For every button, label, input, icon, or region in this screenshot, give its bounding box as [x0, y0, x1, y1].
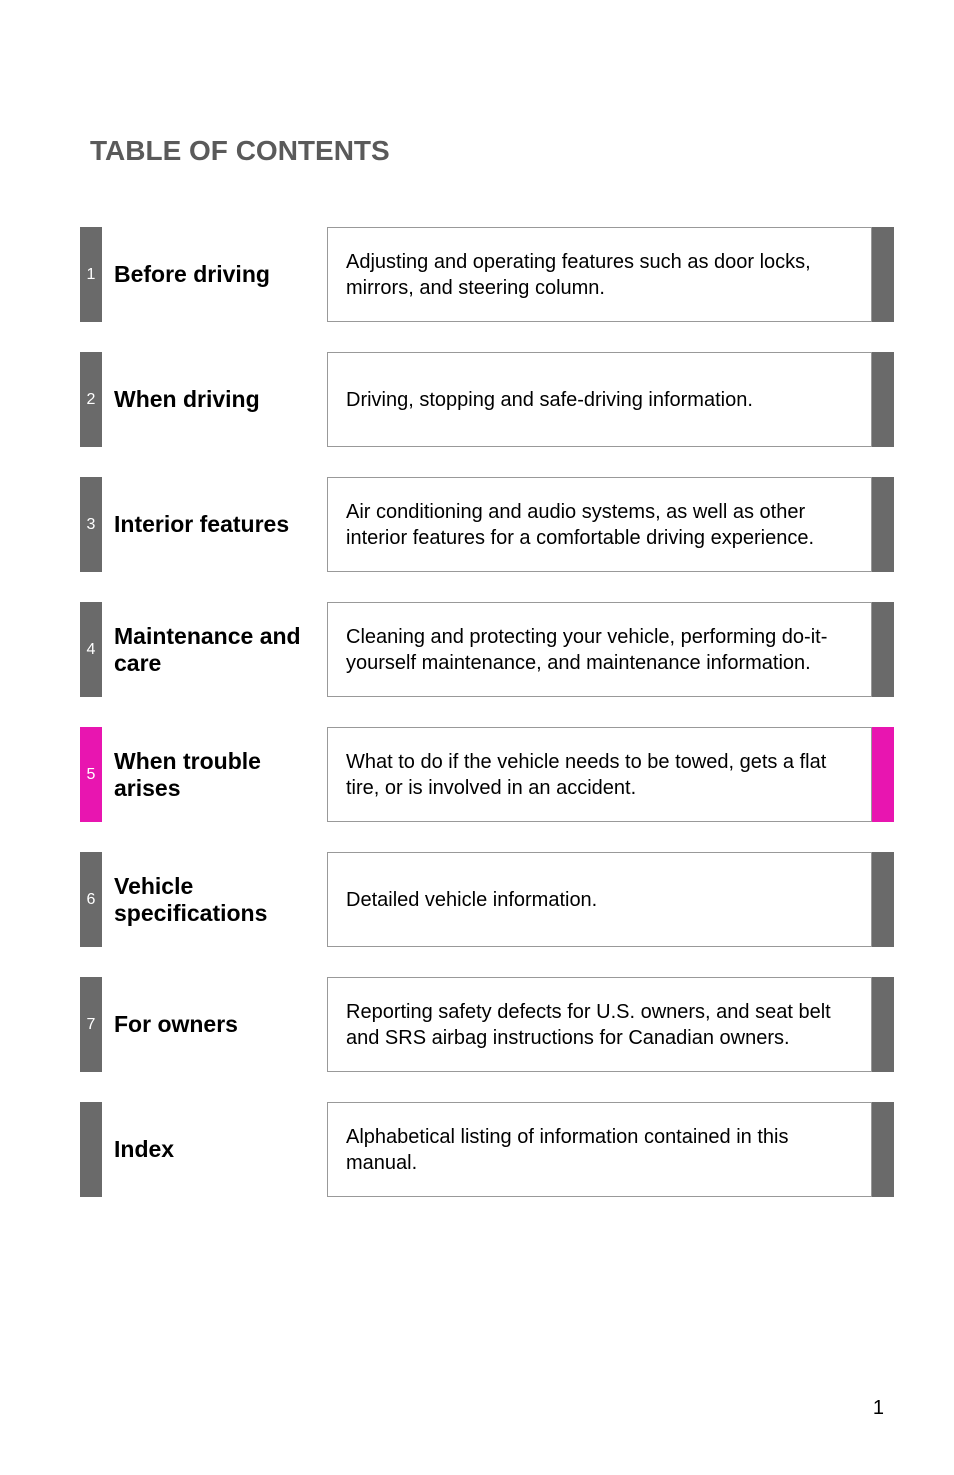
chapter-title: Before driving: [102, 227, 327, 322]
toc-entry: 4 Maintenance and care Cleaning and prot…: [80, 602, 894, 697]
right-tab: [872, 477, 894, 572]
chapter-description: Adjusting and operating features such as…: [327, 227, 872, 322]
chapter-tab: 4: [80, 602, 102, 697]
chapter-tab: 6: [80, 852, 102, 947]
chapter-tab: 2: [80, 352, 102, 447]
chapter-title: When driving: [102, 352, 327, 447]
chapter-title: Maintenance and care: [102, 602, 327, 697]
chapter-tab: 1: [80, 227, 102, 322]
chapter-description: Cleaning and protecting your vehicle, pe…: [327, 602, 872, 697]
chapter-title: Index: [102, 1102, 327, 1197]
chapter-description: Air conditioning and audio systems, as w…: [327, 477, 872, 572]
chapter-description: Reporting safety defects for U.S. owners…: [327, 977, 872, 1072]
right-tab: [872, 852, 894, 947]
toc-entry: 7 For owners Reporting safety defects fo…: [80, 977, 894, 1072]
toc-entry: 1 Before driving Adjusting and operating…: [80, 227, 894, 322]
toc-entry: 3 Interior features Air conditioning and…: [80, 477, 894, 572]
chapter-description: What to do if the vehicle needs to be to…: [327, 727, 872, 822]
toc-entry: 2 When driving Driving, stopping and saf…: [80, 352, 894, 447]
right-tab: [872, 602, 894, 697]
chapter-description: Detailed vehicle information.: [327, 852, 872, 947]
chapter-description: Driving, stopping and safe-driving infor…: [327, 352, 872, 447]
chapter-description: Alphabetical listing of information cont…: [327, 1102, 872, 1197]
right-tab: [872, 352, 894, 447]
right-tab: [872, 227, 894, 322]
chapter-tab: 5: [80, 727, 102, 822]
right-tab: [872, 977, 894, 1072]
page-title: TABLE OF CONTENTS: [90, 135, 894, 167]
chapter-title: Interior features: [102, 477, 327, 572]
chapter-tab: 3: [80, 477, 102, 572]
page-container: TABLE OF CONTENTS 1 Before driving Adjus…: [0, 0, 954, 1257]
toc-entry: Index Alphabetical listing of informatio…: [80, 1102, 894, 1197]
chapter-tab: 7: [80, 977, 102, 1072]
right-tab: [872, 727, 894, 822]
toc-entry: 5 When trouble arises What to do if the …: [80, 727, 894, 822]
chapter-title: When trouble arises: [102, 727, 327, 822]
right-tab: [872, 1102, 894, 1197]
chapter-tab: [80, 1102, 102, 1197]
chapter-title: Vehicle specifications: [102, 852, 327, 947]
toc-entry: 6 Vehicle specifications Detailed vehicl…: [80, 852, 894, 947]
chapter-title: For owners: [102, 977, 327, 1072]
page-number: 1: [873, 1397, 884, 1420]
toc-list: 1 Before driving Adjusting and operating…: [80, 227, 894, 1197]
